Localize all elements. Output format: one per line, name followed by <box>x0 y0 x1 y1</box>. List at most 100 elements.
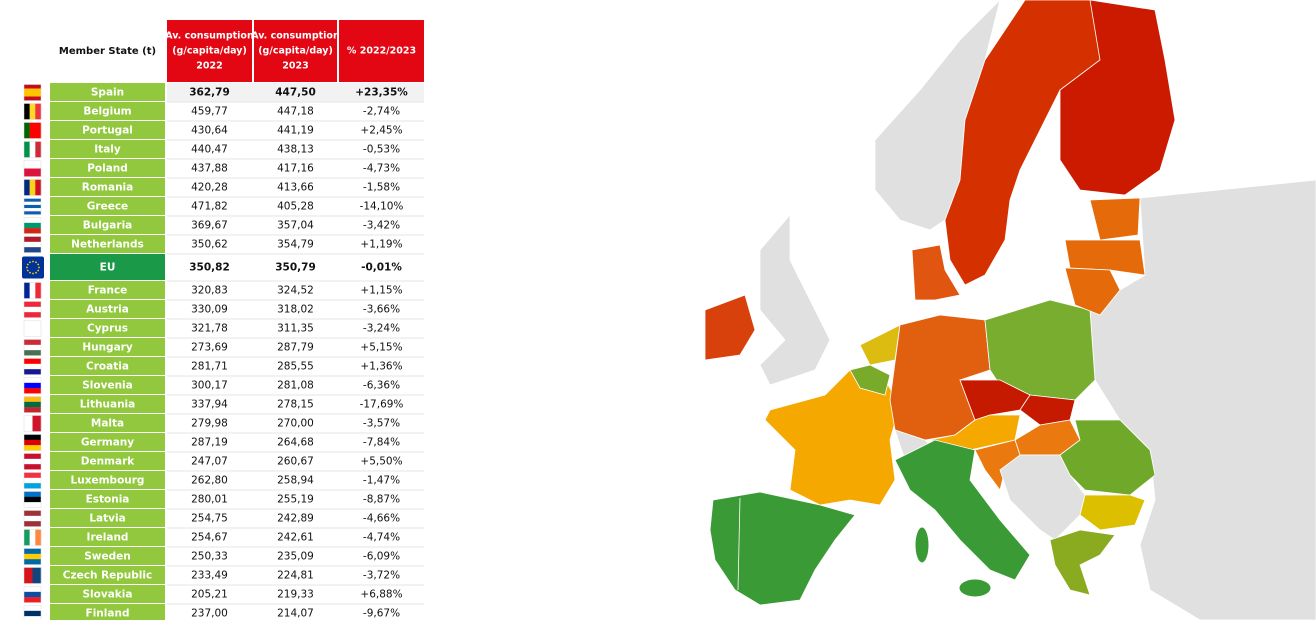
flag-border <box>23 377 42 394</box>
flag <box>24 377 41 384</box>
header-cell <box>167 20 252 82</box>
name-cell <box>50 216 165 234</box>
flag <box>24 439 41 446</box>
ireland <box>704 294 756 361</box>
flag-border <box>23 301 42 318</box>
flag-border <box>23 529 42 546</box>
table-cell: -3,66% <box>363 304 400 316</box>
flag <box>24 306 41 313</box>
table-cell: 350,62 <box>191 239 228 251</box>
table-cell: -6,09% <box>363 551 400 563</box>
flag <box>24 358 41 365</box>
name-cell <box>50 197 165 215</box>
flag <box>24 328 41 337</box>
flag-border <box>23 358 42 375</box>
member-state: Belgium <box>83 106 131 118</box>
name-cell <box>50 102 165 120</box>
member-state: Spain <box>91 87 124 99</box>
flag <box>29 141 36 158</box>
member-state: Austria <box>86 304 129 316</box>
flag <box>24 591 41 598</box>
flag <box>24 445 41 451</box>
flag <box>24 510 41 517</box>
flag-star <box>32 272 34 275</box>
name-cell <box>50 490 165 508</box>
flag <box>24 350 41 356</box>
flag <box>24 502 41 508</box>
flag <box>24 88 41 93</box>
flag-star <box>29 261 31 264</box>
flag <box>24 472 41 479</box>
member-state: Romania <box>82 182 134 194</box>
name-cell <box>50 159 165 177</box>
member-state: Greece <box>87 201 128 213</box>
flag-border <box>23 567 42 584</box>
netherlands <box>859 324 901 366</box>
table-cell: 287,79 <box>277 342 314 354</box>
flag <box>24 282 30 299</box>
table-cell: 254,67 <box>191 532 228 544</box>
table-cell: 279,98 <box>191 418 228 430</box>
table-cell: 237,00 <box>191 608 228 620</box>
name-cell <box>50 121 165 139</box>
flag-border <box>23 103 42 120</box>
table-cell: 233,49 <box>191 570 228 582</box>
flag <box>24 247 41 253</box>
flag <box>24 103 30 120</box>
flag <box>24 228 41 234</box>
flag-border <box>23 605 42 620</box>
table-cell: 471,82 <box>191 201 228 213</box>
table-cell: +1,15% <box>360 285 402 297</box>
table-cell: 318,02 <box>277 304 314 316</box>
flag-border <box>23 198 42 215</box>
flag-border <box>23 160 42 177</box>
table-cell: 420,28 <box>191 182 228 194</box>
table-cell: 214,07 <box>277 608 314 620</box>
header-cell <box>254 20 337 82</box>
table-cell: 260,67 <box>277 456 314 468</box>
flag <box>24 496 41 503</box>
name-cell <box>50 414 165 432</box>
flag <box>24 122 30 139</box>
table-cell: 273,69 <box>191 342 228 354</box>
table-cell: 459,77 <box>191 106 228 118</box>
table-cell: -4,74% <box>363 532 400 544</box>
italy <box>894 439 1031 581</box>
table-cell: 441,19 <box>277 125 314 137</box>
header-text: Member State (t) <box>59 46 156 57</box>
table-cell: 324,52 <box>277 285 314 297</box>
table-cell: -0,53% <box>363 144 400 156</box>
flag-border <box>23 415 42 432</box>
flag <box>24 529 30 546</box>
name-cell <box>50 235 165 253</box>
member-state: Finland <box>86 608 130 620</box>
member-state: Slovakia <box>83 589 133 601</box>
name-cell <box>50 471 165 489</box>
table-cell: 430,64 <box>191 125 228 137</box>
flag <box>24 483 41 489</box>
flag-star <box>37 269 40 272</box>
table-cell: -1,47% <box>363 475 400 487</box>
flag <box>32 415 42 432</box>
name-cell <box>50 140 165 158</box>
table-cell: 219,33 <box>277 589 314 601</box>
table-cell: -2,74% <box>363 106 400 118</box>
flag <box>24 521 41 527</box>
member-state: Portugal <box>82 125 133 137</box>
greece <box>1049 529 1116 596</box>
header-text: (g/capita/day) <box>258 46 333 57</box>
flag <box>24 369 41 375</box>
table-cell: 300,17 <box>191 380 228 392</box>
table-cell: +1,36% <box>360 361 402 373</box>
portugal-border <box>737 497 741 591</box>
member-state: Estonia <box>86 494 130 506</box>
flag <box>22 256 44 279</box>
table-cell: -3,72% <box>363 570 400 582</box>
flag <box>24 312 41 318</box>
flag <box>24 217 41 224</box>
flag <box>24 396 41 403</box>
name-cell <box>50 300 165 318</box>
flag-border <box>23 453 42 470</box>
table-cell: 224,81 <box>277 570 314 582</box>
flag <box>24 204 41 209</box>
